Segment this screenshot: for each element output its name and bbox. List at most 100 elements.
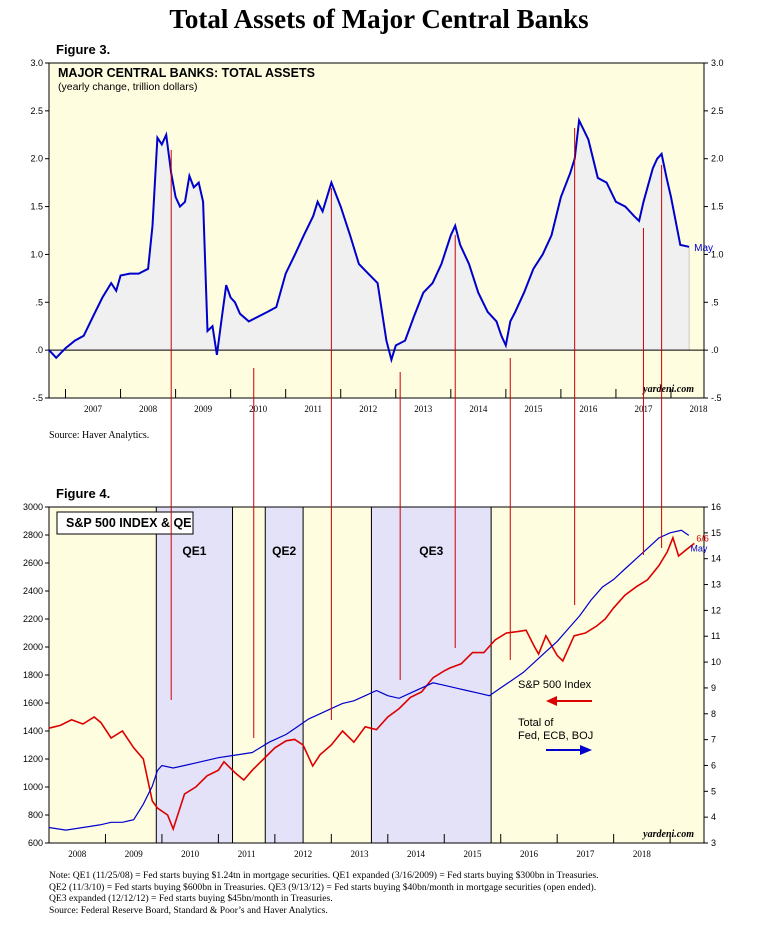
x-tick-label: 2013 bbox=[414, 404, 433, 414]
page-title: Total Assets of Major Central Banks bbox=[169, 4, 589, 34]
y-tick-label-left: 1000 bbox=[23, 782, 43, 792]
figure-3-label: Figure 3. bbox=[56, 42, 111, 57]
y-tick-label-left: 2000 bbox=[23, 642, 43, 652]
note-line: Source: Federal Reserve Board, Standard … bbox=[49, 904, 328, 916]
x-tick-label: 2016 bbox=[520, 849, 539, 859]
y-tick-label-left: 1400 bbox=[23, 726, 43, 736]
notes-block: Note: QE1 (11/25/08) = Fed starts buying… bbox=[49, 870, 729, 916]
x-tick-label: 2014 bbox=[469, 404, 488, 414]
y-tick-label: 1.5 bbox=[711, 202, 724, 212]
x-tick-label: 2008 bbox=[68, 849, 87, 859]
watermark: yardeni.com bbox=[642, 829, 694, 840]
y-tick-label: 1.0 bbox=[30, 249, 43, 259]
y-tick-label: 2.0 bbox=[30, 154, 43, 164]
y-tick-label: 1.0 bbox=[711, 249, 724, 259]
y-tick-label: 2.5 bbox=[30, 106, 43, 116]
qe-band bbox=[370, 506, 492, 844]
x-tick-label: 2017 bbox=[576, 849, 595, 859]
x-tick-label: 2011 bbox=[304, 404, 322, 414]
x-tick-label: 2018 bbox=[689, 404, 708, 414]
x-tick-label: 2013 bbox=[351, 849, 370, 859]
y-tick-label-right: 3 bbox=[711, 838, 716, 848]
y-tick-label-right: 7 bbox=[711, 735, 716, 745]
y-tick-label-right: 6 bbox=[711, 760, 716, 770]
figure-3-source: Source: Haver Analytics. bbox=[49, 430, 150, 441]
y-tick-label-left: 2200 bbox=[23, 614, 43, 624]
legend-arrowhead-sp500 bbox=[546, 696, 557, 706]
legend-arrowhead-assets bbox=[580, 745, 592, 755]
x-tick-label: 2012 bbox=[294, 849, 312, 859]
y-tick-label-right: 11 bbox=[711, 631, 720, 641]
x-tick-label: 2016 bbox=[579, 404, 598, 414]
x-tick-label: 2008 bbox=[139, 404, 158, 414]
y-tick-label: 1.5 bbox=[30, 202, 43, 212]
x-tick-label: 2007 bbox=[84, 404, 103, 414]
figure-3-chart: -.5 -.5 .0 .0 .5 .5 1.0 1.0 1.5 1.5 2.0 2.0 2.5 2.5 3.… bbox=[30, 58, 723, 414]
series-line bbox=[48, 116, 690, 364]
x-tick-label: 2015 bbox=[524, 404, 543, 414]
x-tick-label: 2010 bbox=[249, 404, 268, 414]
legend-label-assets: Total of bbox=[518, 717, 554, 729]
y-tick-label-left: 1600 bbox=[23, 698, 43, 708]
marker-lines bbox=[170, 128, 663, 738]
x-tick-label: 2018 bbox=[633, 849, 652, 859]
qe-band-label: QE2 bbox=[272, 544, 296, 558]
y-tick-label: .0 bbox=[711, 345, 719, 355]
y-tick-label-right: 15 bbox=[711, 528, 721, 538]
x-tick-label: 2010 bbox=[181, 849, 200, 859]
chart-subtitle: (yearly change, trillion dollars) bbox=[58, 81, 197, 93]
end-label: May bbox=[694, 243, 713, 254]
x-tick-label: 2012 bbox=[359, 404, 377, 414]
qe-band-label: QE3 bbox=[419, 544, 443, 558]
y-tick-label-left: 1800 bbox=[23, 670, 43, 680]
y-tick-label-left: 2400 bbox=[23, 586, 43, 596]
y-tick-label-left: 3000 bbox=[23, 502, 43, 512]
y-tick-label-right: 16 bbox=[711, 502, 721, 512]
chart-title: S&P 500 INDEX & QE bbox=[66, 516, 192, 530]
figure-4-chart: QE1 QE2 QE3 600 800 1000 1200 1400 1600 1800 2000 2… bbox=[23, 502, 721, 859]
y-tick-label: -.5 bbox=[711, 393, 722, 403]
watermark: yardeni.com bbox=[642, 384, 694, 395]
note-line: QE2 (11/3/10) = Fed starts buying $600bn… bbox=[49, 881, 597, 893]
y-tick-label-right: 9 bbox=[711, 683, 716, 693]
qe-band-label: QE1 bbox=[182, 544, 206, 558]
chart-title: MAJOR CENTRAL BANKS: TOTAL ASSETS bbox=[58, 66, 315, 80]
figure-4-label: Figure 4. bbox=[56, 486, 111, 501]
y-tick-label-right: 5 bbox=[711, 786, 716, 796]
legend-label-sp500: S&P 500 Index bbox=[518, 679, 592, 691]
central-bank-assets-line bbox=[48, 529, 690, 831]
chart-title-box bbox=[56, 511, 194, 535]
y-tick-label: 3.0 bbox=[711, 58, 724, 68]
y-tick-label: 2.0 bbox=[711, 154, 724, 164]
y-tick-label: 2.5 bbox=[711, 106, 724, 116]
y-tick-label-left: 600 bbox=[28, 838, 43, 848]
y-tick-label-left: 1200 bbox=[23, 754, 43, 764]
sp500-line bbox=[48, 535, 695, 832]
x-tick-label: 2009 bbox=[194, 404, 213, 414]
y-tick-label-right: 10 bbox=[711, 657, 721, 667]
y-tick-label: .5 bbox=[711, 297, 719, 307]
x-tick-label: 2014 bbox=[407, 849, 426, 859]
legend-label-assets: Fed, ECB, BOJ bbox=[518, 730, 593, 742]
end-label: 6/6 bbox=[696, 533, 709, 543]
note-line: Note: QE1 (11/25/08) = Fed starts buying… bbox=[49, 870, 599, 881]
end-label: May bbox=[690, 543, 708, 553]
y-tick-label: -.5 bbox=[32, 393, 43, 403]
y-tick-label-left: 800 bbox=[28, 810, 43, 820]
y-tick-label: 3.0 bbox=[30, 58, 43, 68]
note-line: QE3 expanded (12/12/12) = Fed starts buy… bbox=[49, 893, 333, 905]
y-tick-label: .0 bbox=[35, 345, 43, 355]
y-tick-label-right: 12 bbox=[711, 605, 721, 615]
y-tick-label-left: 2600 bbox=[23, 558, 43, 568]
y-tick-label-right: 8 bbox=[711, 709, 716, 719]
x-tick-label: 2011 bbox=[238, 849, 256, 859]
x-tick-label: 2009 bbox=[125, 849, 144, 859]
y-tick-label: .5 bbox=[35, 297, 43, 307]
qe-band bbox=[264, 506, 304, 844]
y-tick-label-right: 14 bbox=[711, 554, 721, 564]
y-tick-label-left: 2800 bbox=[23, 530, 43, 540]
y-tick-label-right: 4 bbox=[711, 812, 716, 822]
y-tick-label-right: 13 bbox=[711, 580, 721, 590]
x-tick-label: 2015 bbox=[463, 849, 482, 859]
